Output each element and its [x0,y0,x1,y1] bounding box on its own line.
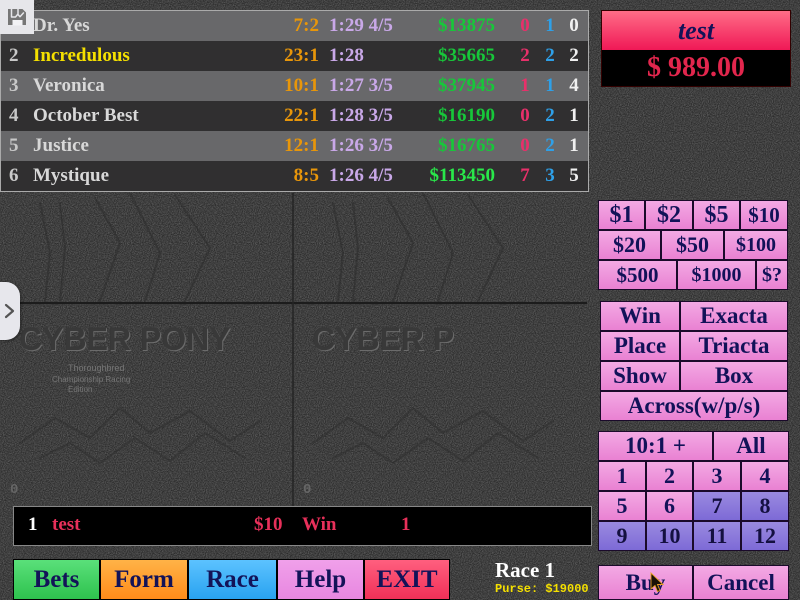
svg-text:0: 0 [10,482,18,498]
svg-text:Edition: Edition [68,385,92,394]
svg-text:CYBER P: CYBER P [312,321,454,357]
svg-text:Championship Racing: Championship Racing [52,375,130,384]
svg-text:Thoroughbred: Thoroughbred [68,363,125,373]
svg-text:CYBER PONY: CYBER PONY [19,321,231,357]
svg-text:0: 0 [303,482,311,498]
